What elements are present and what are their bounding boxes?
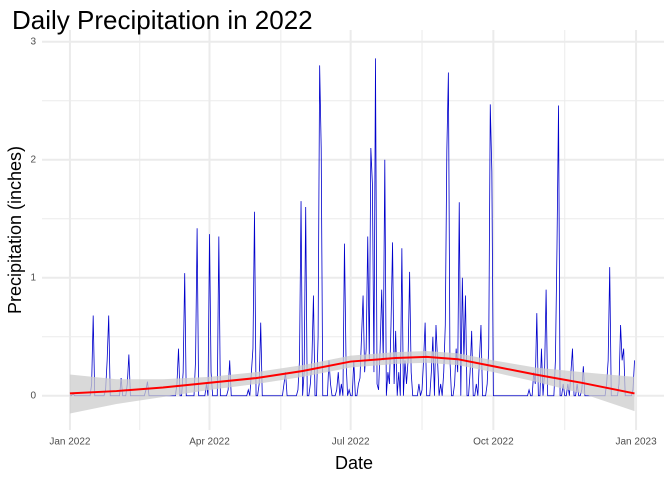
x-tick-label: Jan 2023 <box>616 437 658 448</box>
y-tick-label: 0 <box>30 390 36 401</box>
x-tick-label: Jan 2022 <box>49 437 91 448</box>
confidence-band <box>69 350 635 414</box>
y-tick-label: 1 <box>30 272 36 283</box>
y-tick-label: 2 <box>30 154 36 165</box>
y-tick-label: 3 <box>30 36 36 47</box>
marks <box>69 58 635 414</box>
precip-line <box>69 58 635 397</box>
trend-line <box>69 355 635 395</box>
x-axis-label: Date <box>335 453 373 473</box>
x-tick-label: Jul 2022 <box>332 437 370 448</box>
chart-title: Daily Precipitation in 2022 <box>12 5 313 35</box>
x-tick-label: Apr 2022 <box>189 437 230 448</box>
y-axis-label: Precipitation (inches) <box>5 146 25 314</box>
x-tick-label: Oct 2022 <box>473 437 514 448</box>
